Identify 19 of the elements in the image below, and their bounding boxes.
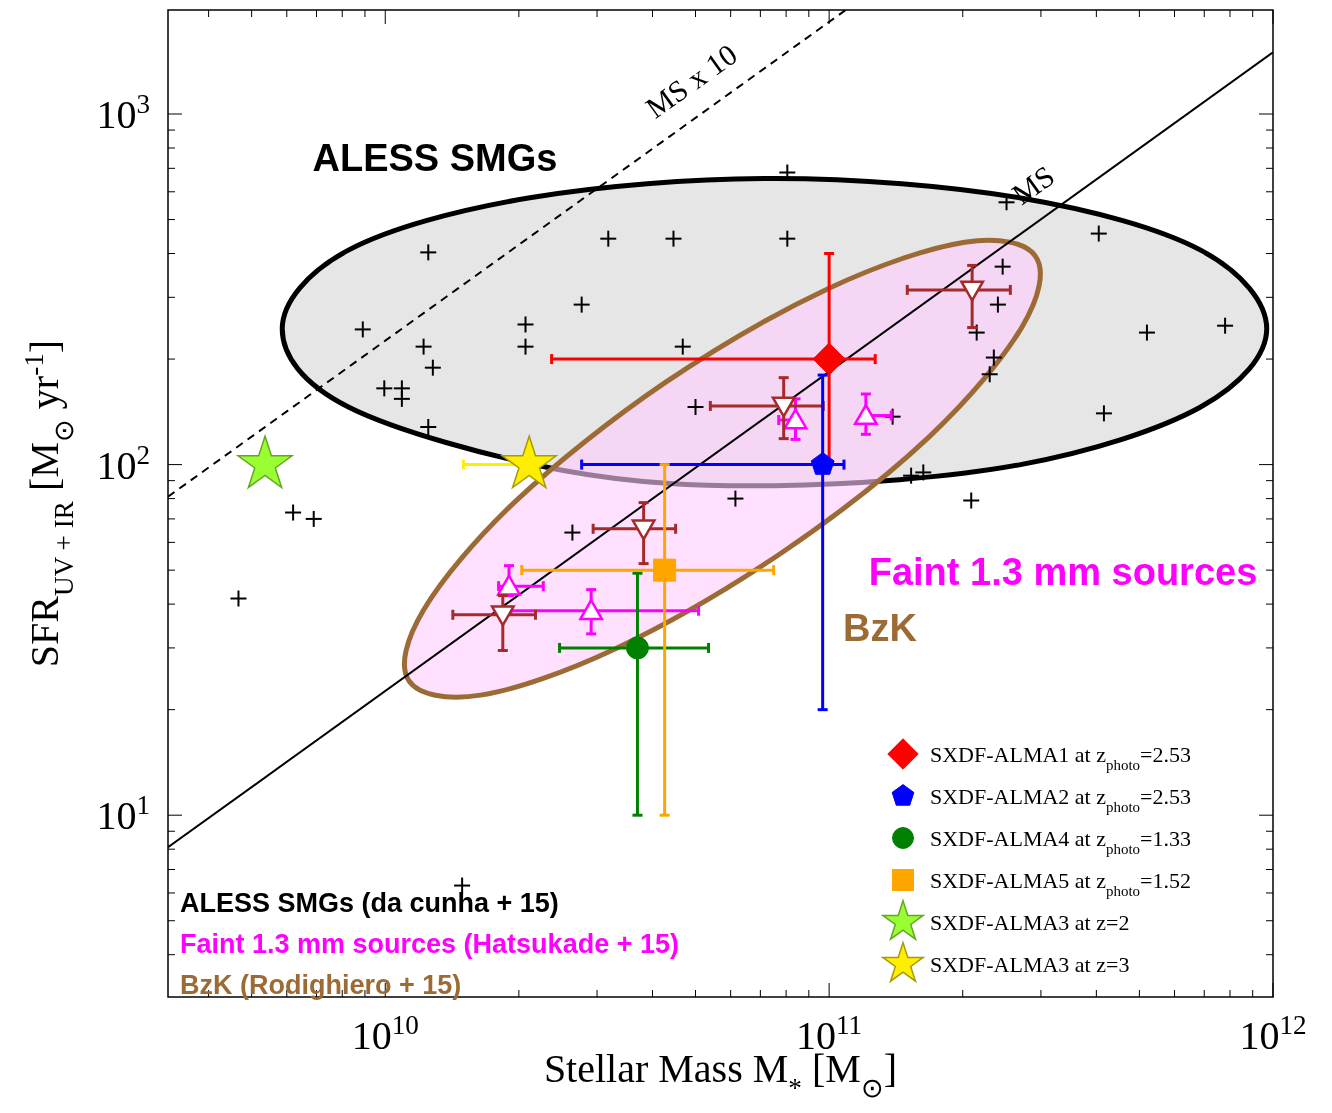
text: Faint 1.3 mm sources (Hatsukade + 15) xyxy=(180,929,679,959)
legend-label: SXDF-ALMA3 at z=3 xyxy=(930,952,1130,977)
legend-label: SXDF-ALMA4 at z$_{photo}$=1.33 xyxy=(930,826,1191,857)
annotation: ALESS SMGs xyxy=(312,137,558,179)
annotation: BzK xyxy=(843,607,918,649)
y-tick-label: 10$^{3}$ xyxy=(96,89,150,138)
y-tick-label: 10$^{2}$ xyxy=(96,439,150,488)
x-tick-label: 10$^{10}$ xyxy=(351,1010,419,1058)
text: ALESS SMGs (da cunha + 15) xyxy=(180,888,559,918)
x-tick-label: 10$^{12}$ xyxy=(1239,1010,1307,1058)
text: BzK (Rodighiero + 15) xyxy=(180,970,462,1000)
text: MS xyxy=(1005,158,1061,211)
text: MS x 10 xyxy=(639,37,743,125)
legend-label: SXDF-ALMA3 at z=2 xyxy=(930,910,1130,935)
legend-label: SXDF-ALMA1 at z$_{photo}$=2.53 xyxy=(930,742,1191,773)
y-tick-label: 10$^{1}$ xyxy=(96,790,150,839)
legend-label: SXDF-ALMA5 at z$_{photo}$=1.52 xyxy=(930,868,1191,899)
legend-label: SXDF-ALMA2 at z$_{photo}$=2.53 xyxy=(930,784,1191,815)
annotation: Faint 1.3 mm sources xyxy=(868,551,1258,593)
